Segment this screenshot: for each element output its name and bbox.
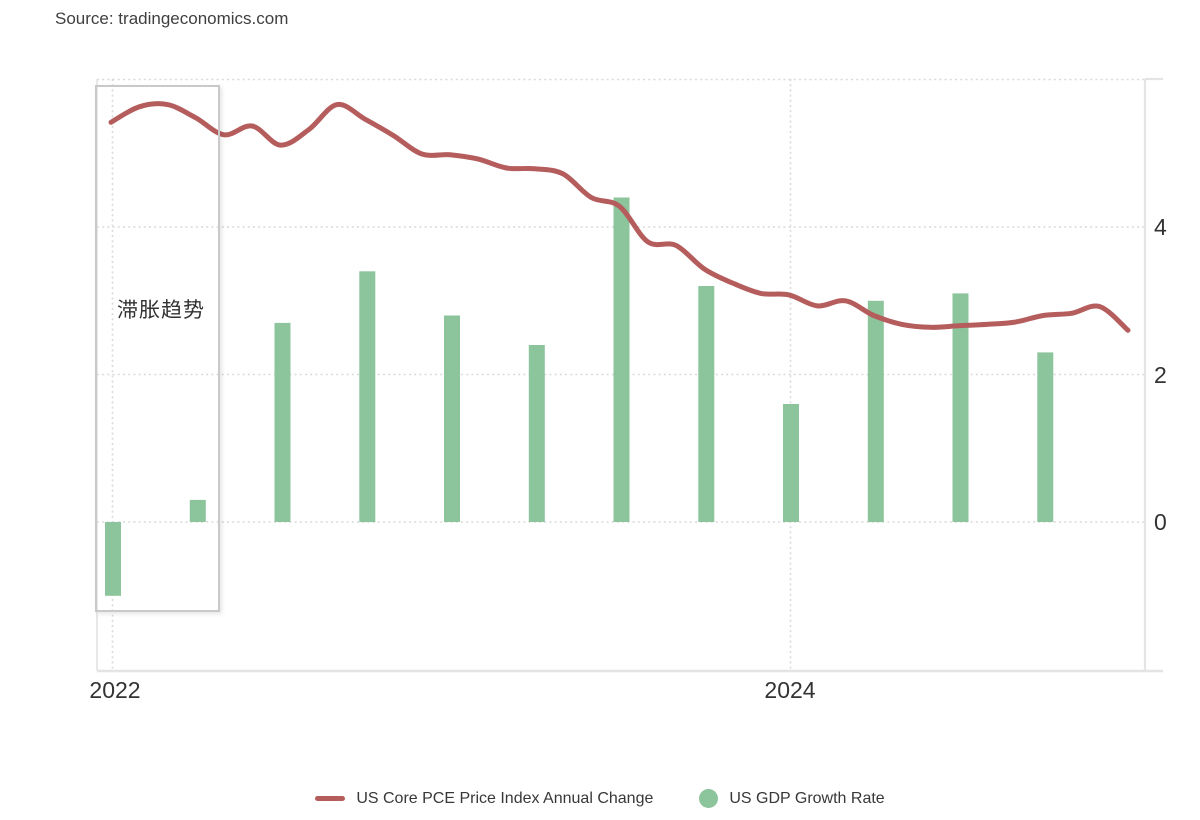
- gdp-bar[interactable]: [783, 404, 799, 522]
- pce-line[interactable]: [108, 101, 1131, 333]
- gdp-bar[interactable]: [274, 322, 291, 522]
- source-label: Source: tradingeconomics.com: [55, 9, 289, 28]
- chart-legend: US Core PCE Price Index Annual Change US…: [0, 789, 1200, 808]
- legend-label-gdp: US GDP Growth Rate: [729, 789, 885, 807]
- chart-canvas[interactable]: [0, 0, 1200, 745]
- stagflation-annotation-label: 滞胀趋势: [117, 299, 205, 322]
- gdp-bar[interactable]: [952, 293, 969, 522]
- gdp-bar[interactable]: [359, 271, 376, 523]
- pce-line-swatch-icon: [315, 796, 346, 801]
- y-axis-label-4: 4: [1154, 214, 1167, 240]
- gdp-bar[interactable]: [867, 300, 884, 523]
- legend-item-core-pce[interactable]: US Core PCE Price Index Annual Change: [315, 790, 653, 808]
- gdp-bar[interactable]: [698, 286, 715, 522]
- y-axis-label-0: 0: [1154, 509, 1167, 535]
- stagflation-highlight-box: [95, 85, 220, 612]
- gdp-bar[interactable]: [444, 315, 460, 523]
- x-axis-label-2022: 2022: [89, 677, 141, 703]
- gdp-bar[interactable]: [528, 345, 545, 522]
- gdp-bar[interactable]: [105, 522, 121, 596]
- gdp-circle-swatch-icon: [699, 789, 719, 808]
- legend-item-gdp[interactable]: US GDP Growth Rate: [699, 789, 885, 808]
- gdp-bar[interactable]: [1037, 352, 1054, 522]
- gdp-bar[interactable]: [613, 197, 630, 523]
- y-axis-label-2: 2: [1154, 362, 1167, 388]
- x-axis-label-2024: 2024: [764, 677, 816, 703]
- gdp-bar[interactable]: [189, 499, 206, 522]
- legend-label-core-pce: US Core PCE Price Index Annual Change: [356, 789, 654, 807]
